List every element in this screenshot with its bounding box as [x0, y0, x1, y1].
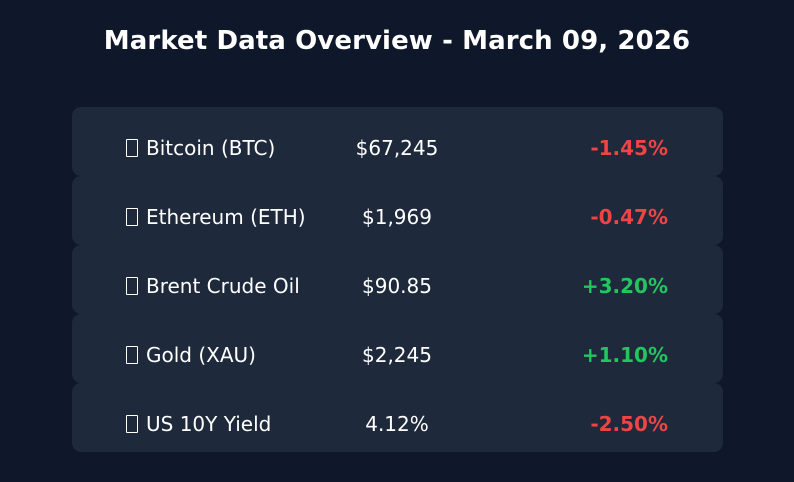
missing-glyph-icon — [126, 208, 138, 226]
asset-price: $67,245 — [355, 136, 439, 160]
asset-name: Brent Crude Oil — [146, 274, 300, 298]
missing-glyph-icon — [126, 277, 138, 295]
market-row-us-10y: US 10Y Yield 4.12% -2.50% — [72, 383, 723, 452]
market-row-ethereum: Ethereum (ETH) $1,969 -0.47% — [72, 176, 723, 245]
market-row-gold: Gold (XAU) $2,245 +1.10% — [72, 314, 723, 383]
asset-price: $90.85 — [362, 274, 432, 298]
asset-price: 4.12% — [365, 412, 429, 436]
market-list: Bitcoin (BTC) $67,245 -1.45% Ethereum (E… — [72, 107, 723, 452]
asset-change: -1.45% — [590, 136, 668, 160]
asset-change: +1.10% — [581, 343, 668, 367]
asset-name: US 10Y Yield — [146, 412, 272, 436]
missing-glyph-icon — [126, 139, 138, 157]
asset-change: -2.50% — [590, 412, 668, 436]
missing-glyph-icon — [126, 415, 138, 433]
missing-glyph-icon — [126, 346, 138, 364]
market-row-bitcoin: Bitcoin (BTC) $67,245 -1.45% — [72, 107, 723, 176]
asset-name: Bitcoin (BTC) — [146, 136, 276, 160]
asset-price: $2,245 — [362, 343, 432, 367]
asset-name: Gold (XAU) — [146, 343, 256, 367]
asset-change: +3.20% — [581, 274, 668, 298]
asset-change: -0.47% — [590, 205, 668, 229]
asset-name: Ethereum (ETH) — [146, 205, 306, 229]
page-title: Market Data Overview - March 09, 2026 — [103, 26, 691, 56]
market-row-brent-crude: Brent Crude Oil $90.85 +3.20% — [72, 245, 723, 314]
asset-price: $1,969 — [362, 205, 432, 229]
